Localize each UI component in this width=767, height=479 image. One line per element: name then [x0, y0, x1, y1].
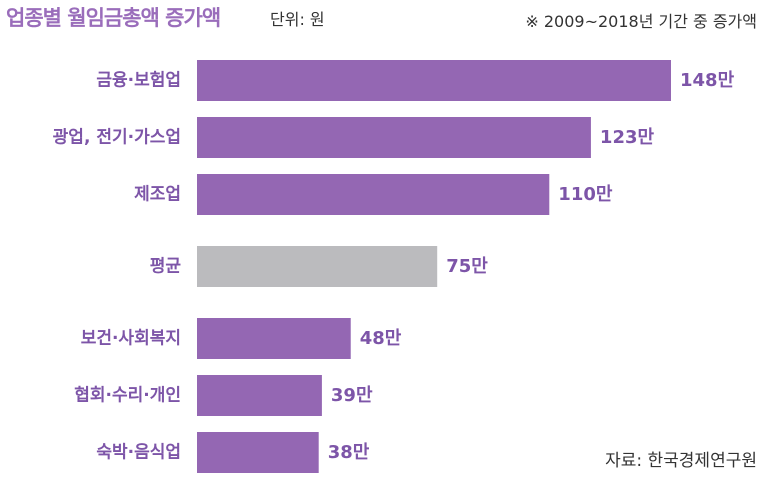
value-label: 39만	[331, 385, 373, 406]
value-label: 148만	[680, 70, 735, 91]
bar	[197, 174, 550, 215]
bar	[197, 117, 591, 158]
category-label: 금융·보험업	[96, 70, 181, 91]
value-label: 110만	[558, 184, 613, 205]
chart-title: 업종별 월임금총액 증가액	[6, 6, 221, 30]
category-label: 평균	[150, 257, 182, 277]
bar	[197, 432, 319, 473]
category-label: 숙박·음식업	[96, 443, 181, 463]
category-label: 협회·수리·개인	[74, 385, 181, 406]
value-label: 123만	[600, 127, 655, 148]
bar	[197, 60, 671, 101]
value-label: 48만	[360, 328, 402, 349]
bar	[197, 375, 322, 416]
unit-label: 단위: 원	[270, 10, 325, 29]
category-label: 제조업	[134, 185, 181, 205]
category-label: 보건·사회복지	[81, 329, 181, 349]
period-note: ※ 2009~2018년 기간 중 증가액	[525, 12, 757, 31]
value-label: 75만	[446, 256, 488, 277]
value-label: 38만	[328, 442, 370, 463]
category-label: 광업, 전기·가스업	[53, 128, 181, 148]
source-label: 자료: 한국경제연구원	[605, 451, 757, 471]
bar	[197, 318, 351, 359]
average-bar	[197, 246, 438, 287]
